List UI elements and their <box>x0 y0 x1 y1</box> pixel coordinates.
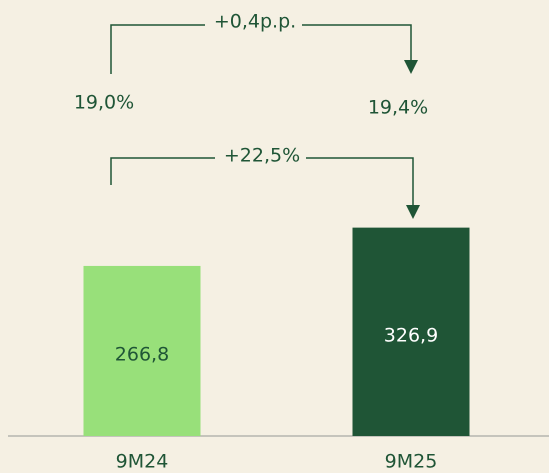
connector <box>110 24 205 74</box>
arrowhead <box>406 205 420 219</box>
connector <box>302 24 412 62</box>
x-tick-label: 9M24 <box>116 451 169 473</box>
margin-label: 19,4% <box>368 97 428 119</box>
bar <box>352 227 470 436</box>
annotation: +22,5% <box>224 145 300 167</box>
annotation: +0,4p.p. <box>214 11 296 33</box>
connector <box>306 157 414 207</box>
margin-label: 19,0% <box>74 92 134 114</box>
connector <box>110 157 215 185</box>
bar <box>83 265 201 436</box>
arrowhead <box>404 60 418 74</box>
x-tick-label: 9M25 <box>385 451 438 473</box>
value-label: 326,9 <box>384 324 438 346</box>
value-label: 266,8 <box>115 343 169 365</box>
